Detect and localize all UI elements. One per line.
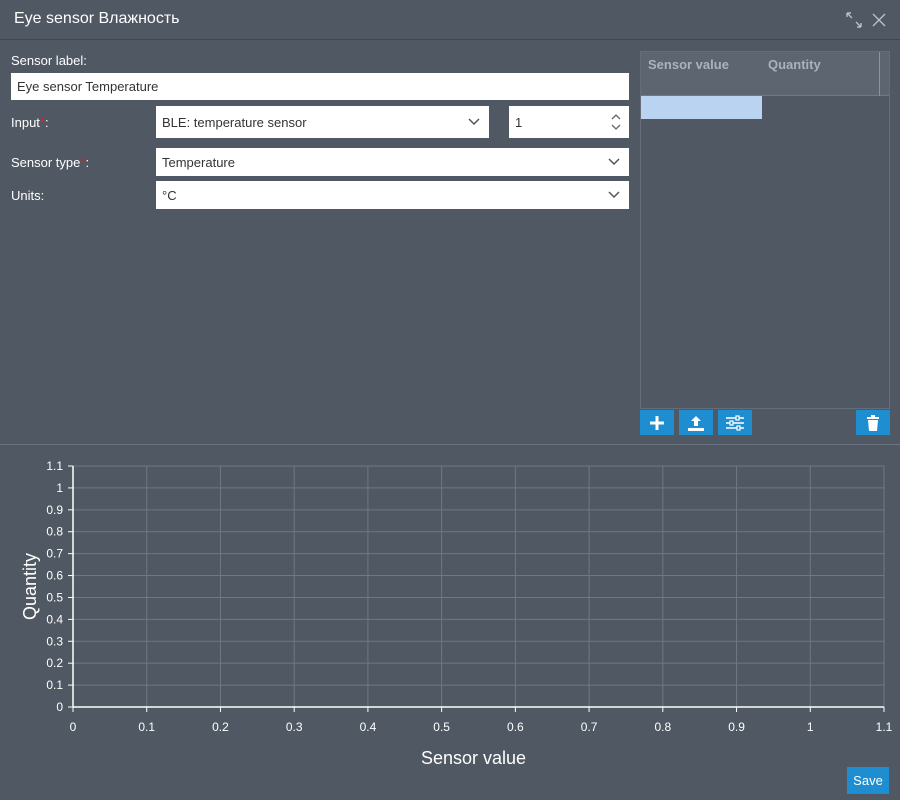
- required-mark: *: [39, 115, 45, 130]
- y-tick-label: 0.3: [46, 634, 63, 648]
- x-tick-label: 1: [807, 720, 814, 734]
- x-tick-label: 1.1: [876, 720, 893, 734]
- y-tick-label: 0.9: [46, 503, 63, 517]
- units-label: Units:: [11, 188, 45, 203]
- y-tick-label: 1.1: [46, 459, 63, 473]
- x-axis-ticks: 0 0.1 0.2 0.3 0.4 0.5 0.6 0.7 0.8 0.9 1 1.1: [70, 707, 893, 734]
- y-tick-label: 0.5: [46, 590, 63, 604]
- sensor-table: Sensor value Quantity: [640, 51, 890, 409]
- x-tick-label: 0.1: [138, 720, 155, 734]
- x-tick-label: 0.8: [654, 720, 671, 734]
- input-number-stepper[interactable]: 1: [509, 106, 629, 138]
- sliders-icon: [726, 414, 744, 431]
- input-label-text: Input: [11, 115, 40, 130]
- x-tick-label: 0.9: [728, 720, 745, 734]
- x-tick-label: 0.4: [360, 720, 377, 734]
- table-header: Sensor value Quantity: [641, 52, 889, 96]
- upload-icon: [688, 415, 704, 431]
- sensor-type-label: Sensor type*:: [11, 155, 89, 170]
- y-tick-label: 0.7: [46, 547, 63, 561]
- sensor-label-label: Sensor label:: [11, 53, 87, 68]
- settings-button[interactable]: [718, 410, 752, 435]
- y-axis-label: Quantity: [20, 553, 40, 620]
- plus-icon: [650, 415, 664, 430]
- add-row-button[interactable]: [640, 410, 674, 435]
- upload-button[interactable]: [679, 410, 713, 435]
- column-resizer[interactable]: [879, 52, 880, 96]
- chevron-down-icon: [608, 191, 620, 199]
- input-number-value: 1: [515, 114, 523, 130]
- x-tick-label: 0.5: [433, 720, 450, 734]
- y-tick-label: 0: [56, 700, 63, 714]
- y-tick-label: 1: [56, 481, 63, 495]
- y-tick-label: 0.2: [46, 656, 63, 670]
- input-select-value: BLE: temperature sensor: [162, 114, 307, 130]
- stepper-arrows-icon[interactable]: [611, 113, 621, 131]
- table-row[interactable]: [641, 96, 762, 119]
- window-title: Eye sensor Влажность: [14, 10, 180, 27]
- trash-icon: [867, 414, 879, 431]
- save-button[interactable]: Save: [847, 767, 889, 794]
- sensor-chart: 0 0.1 0.2 0.3 0.4 0.5 0.6 0.7 0.8 0.9 1 1.1 0 0.1 0.2…: [20, 459, 893, 768]
- x-tick-label: 0.3: [286, 720, 303, 734]
- x-tick-label: 0: [70, 720, 77, 734]
- column-header-sensor-value[interactable]: Sensor value: [648, 57, 729, 72]
- y-axis-ticks: 0 0.1 0.2 0.3 0.4 0.5 0.6 0.7 0.8 0.9 1 1.1: [46, 459, 73, 714]
- sensor-type-select[interactable]: Temperature: [156, 148, 629, 176]
- grid-lines: [72, 465, 885, 708]
- section-divider: [0, 444, 900, 445]
- delete-button[interactable]: [856, 410, 890, 435]
- y-tick-label: 0.4: [46, 612, 63, 626]
- expand-arrows-icon[interactable]: [845, 11, 863, 29]
- units-value: °C: [162, 187, 177, 203]
- x-tick-label: 0.2: [212, 720, 229, 734]
- x-tick-label: 0.6: [507, 720, 524, 734]
- column-header-quantity[interactable]: Quantity: [768, 57, 821, 72]
- chevron-down-icon: [468, 118, 480, 126]
- close-x-icon[interactable]: [870, 11, 888, 29]
- y-tick-label: 0.1: [46, 678, 63, 692]
- sensor-type-label-text: Sensor type: [11, 155, 81, 170]
- chart-area: 0 0.1 0.2 0.3 0.4 0.5 0.6 0.7 0.8 0.9 1 1.1 0 0.1 0.2…: [0, 450, 900, 770]
- label-suffix: :: [44, 115, 49, 130]
- sensor-label-input[interactable]: Eye sensor Temperature: [11, 73, 629, 100]
- window-titlebar: Eye sensor Влажность: [0, 0, 900, 40]
- input-label: Input*:: [11, 115, 49, 130]
- sensor-type-value: Temperature: [162, 154, 235, 170]
- units-select[interactable]: °C: [156, 181, 629, 209]
- y-tick-label: 0.6: [46, 569, 63, 583]
- y-tick-label: 0.8: [46, 525, 63, 539]
- sensor-label-value: Eye sensor Temperature: [17, 79, 159, 94]
- label-suffix: :: [85, 155, 90, 170]
- required-mark: *: [80, 155, 86, 170]
- chevron-down-icon: [608, 158, 620, 166]
- x-tick-label: 0.7: [581, 720, 598, 734]
- x-axis-label: Sensor value: [421, 748, 526, 768]
- input-select[interactable]: BLE: temperature sensor: [156, 106, 489, 138]
